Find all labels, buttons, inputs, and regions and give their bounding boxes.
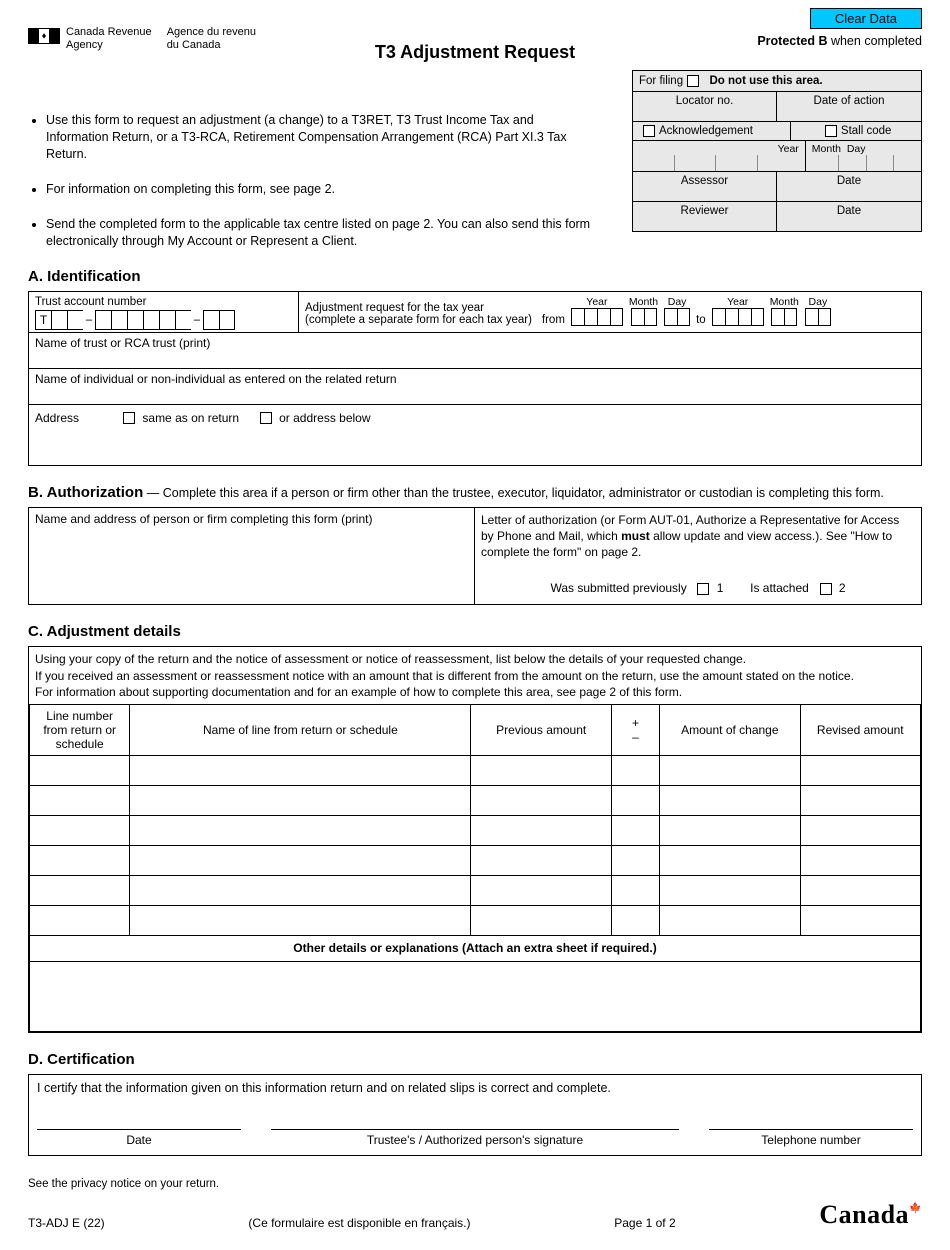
certification-text: I certify that the information given on … [37, 1081, 913, 1095]
year-label: Year [778, 143, 799, 155]
protected-label: Protected B when completed [757, 34, 922, 48]
ack-label: Acknowledgement [659, 125, 753, 137]
other-details-heading: Other details or explanations (Attach an… [30, 935, 921, 961]
trust-account-input[interactable]: T – – [35, 310, 292, 330]
section-a-heading: A. Identification [28, 268, 922, 285]
for-filing-checkbox[interactable] [687, 75, 699, 87]
adjustment-table: Line number from return or schedule Name… [29, 705, 921, 1032]
date-signature[interactable]: Date [37, 1129, 241, 1147]
section-c-heading: C. Adjustment details [28, 623, 922, 640]
submitted-checkbox[interactable] [697, 583, 709, 595]
from-year-input[interactable] [571, 308, 623, 326]
table-row[interactable] [30, 845, 921, 875]
attached-label: Is attached [750, 581, 809, 595]
stall-label: Stall code [841, 125, 892, 137]
canada-flag-icon [28, 28, 60, 44]
md-ticks [812, 155, 921, 171]
address-row: Address same as on return or address bel… [29, 404, 921, 465]
bullet-3: Send the completed form to the applicabl… [46, 216, 598, 250]
ack-checkbox[interactable] [643, 125, 655, 137]
address-below-checkbox[interactable] [260, 412, 272, 424]
assessor-label: Assessor [633, 172, 777, 201]
bullet-2: For information on completing this form,… [46, 181, 598, 198]
table-row[interactable] [30, 815, 921, 845]
adjustment-request-area: Adjustment request for the tax year (com… [299, 292, 921, 332]
page-title: T3 Adjustment Request [375, 42, 575, 63]
telephone-signature[interactable]: Telephone number [709, 1129, 913, 1147]
same-as-label: same as on return [142, 411, 239, 425]
col-previous: Previous amount [471, 705, 611, 756]
other-details-field[interactable] [30, 961, 921, 1031]
adjustment-intro: Using your copy of the return and the no… [29, 647, 921, 705]
to-day-input[interactable] [805, 308, 831, 326]
or-below-label: or address below [279, 411, 370, 425]
from-month-input[interactable] [631, 308, 657, 326]
same-as-return-checkbox[interactable] [123, 412, 135, 424]
col-revised: Revised amount [800, 705, 920, 756]
table-row[interactable] [30, 785, 921, 815]
do-not-use-label: Do not use this area. [710, 75, 823, 87]
name-of-individual-field[interactable]: Name of individual or non-individual as … [29, 368, 921, 404]
col-line-number: Line number from return or schedule [30, 705, 130, 756]
locator-label: Locator no. [633, 92, 777, 121]
reviewer-label: Reviewer [633, 202, 777, 231]
day-label: Day [847, 143, 866, 155]
col-plusminus: +– [611, 705, 659, 756]
to-label: to [696, 314, 706, 326]
section-d-box: I certify that the information given on … [28, 1074, 922, 1156]
agency-name: Canada Revenue Agency Agence du revenu d… [66, 26, 268, 52]
address-label: Address [35, 411, 79, 425]
attached-checkbox[interactable] [820, 583, 832, 595]
auth-name-address-field[interactable]: Name and address of person or firm compl… [29, 508, 475, 605]
date-of-action-label: Date of action [777, 92, 921, 121]
trustee-signature[interactable]: Trustee's / Authorized person's signatur… [271, 1129, 679, 1147]
footer-row: T3-ADJ E (22) (Ce formulaire est disponi… [28, 1200, 922, 1230]
table-row[interactable] [30, 755, 921, 785]
clear-data-button[interactable]: Clear Data [810, 8, 922, 29]
section-b-box: Name and address of person or firm compl… [28, 507, 922, 606]
auth-letter-info: Letter of authorization (or Form AUT-01,… [475, 508, 921, 605]
assessor-date-label: Date [777, 172, 921, 201]
from-day-input[interactable] [664, 308, 690, 326]
filing-box: For filing Do not use this area. Locator… [632, 70, 922, 232]
privacy-notice: See the privacy notice on your return. [28, 1178, 922, 1190]
to-year-input[interactable] [712, 308, 764, 326]
for-filing-label: For filing [639, 75, 683, 87]
name-of-trust-field[interactable]: Name of trust or RCA trust (print) [29, 332, 921, 368]
table-row[interactable] [30, 905, 921, 935]
page-number: Page 1 of 2 [614, 1216, 675, 1230]
month-label: Month [812, 143, 841, 155]
section-a-box: Trust account number T – – Adjustment re… [28, 291, 922, 466]
col-change: Amount of change [660, 705, 800, 756]
year-ticks [633, 155, 799, 171]
form-id: T3-ADJ E (22) [28, 1216, 105, 1230]
col-line-name: Name of line from return or schedule [130, 705, 471, 756]
bullet-1: Use this form to request an adjustment (… [46, 112, 598, 163]
instructions-list: Use this form to request an adjustment (… [28, 112, 598, 249]
to-month-input[interactable] [771, 308, 797, 326]
submitted-label: Was submitted previously [550, 581, 686, 595]
reviewer-date-label: Date [777, 202, 921, 231]
stall-checkbox[interactable] [825, 125, 837, 137]
trust-account-field: Trust account number T – – [29, 292, 299, 332]
french-note: (Ce formulaire est disponible en françai… [248, 1216, 470, 1230]
section-d-heading: D. Certification [28, 1051, 922, 1068]
table-row[interactable] [30, 875, 921, 905]
section-b-heading: B. Authorization — Complete this area if… [28, 484, 922, 501]
from-label: from [542, 314, 565, 326]
section-c-box: Using your copy of the return and the no… [28, 646, 922, 1033]
canada-wordmark: Canada🍁 [819, 1200, 922, 1230]
